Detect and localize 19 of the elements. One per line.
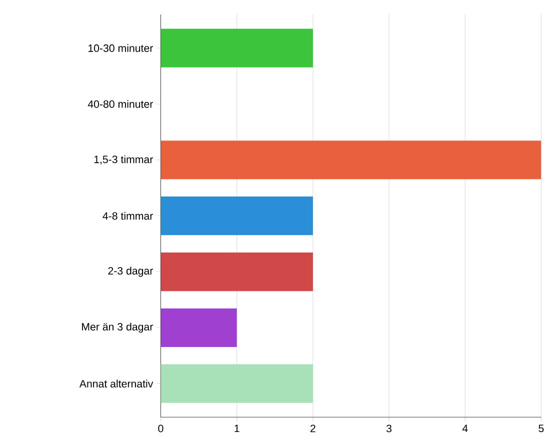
bar <box>160 364 313 403</box>
y-tick-label: 4-8 timmar <box>102 212 154 220</box>
x-tick-label: 1 <box>234 424 240 432</box>
bar <box>160 252 313 292</box>
x-tick-label: 4 <box>462 424 468 432</box>
x-tick-label: 0 <box>158 424 164 432</box>
bar <box>160 196 313 236</box>
x-tick-label: 2 <box>310 424 316 432</box>
y-tick-label: 2-3 dagar <box>108 266 154 277</box>
y-tick-label: 40-80 minuter <box>88 100 154 108</box>
y-tick-label: 1,5-3 timmar <box>94 155 154 164</box>
y-tick-label: Mer än 3 dagar <box>82 322 154 333</box>
x-tick-label: 3 <box>386 424 392 432</box>
y-tick-label: 10-30 minuter <box>88 44 154 52</box>
y-tick-label: Annat alternativ <box>79 380 154 388</box>
x-tick-label: 5 <box>538 424 544 432</box>
bar <box>160 140 542 180</box>
bar <box>160 28 313 68</box>
bar <box>160 308 237 347</box>
